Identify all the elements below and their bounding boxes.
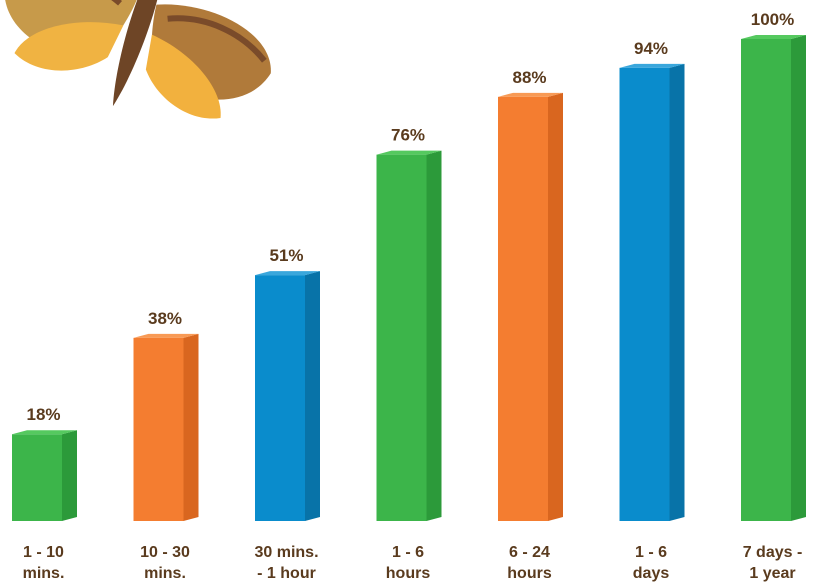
bar-4 [376, 150, 442, 521]
category-label-5-line-1: 6 - 24 [509, 544, 550, 561]
value-label-6: 94% [634, 39, 668, 58]
bar-side [669, 63, 685, 522]
bar-front [741, 39, 791, 521]
bar-5 [498, 92, 563, 521]
bar-front [12, 434, 62, 521]
category-label-1-line-2: mins. [23, 565, 65, 582]
category-label-2-line-1: 10 - 30 [140, 544, 190, 561]
value-label-4: 76% [391, 126, 425, 145]
value-label-5: 88% [512, 68, 546, 87]
bar-top [133, 333, 199, 338]
bar-top [12, 430, 77, 435]
moth-icon [4, 0, 271, 119]
value-label-3: 51% [269, 246, 303, 265]
category-label-4-line-1: 1 - 6 [392, 544, 424, 561]
bar-front [133, 337, 184, 521]
bar-top [741, 35, 806, 39]
bar-7 [741, 35, 806, 521]
category-label-1-line-1: 1 - 10 [23, 544, 64, 561]
category-label-3-line-2: - 1 hour [257, 565, 316, 582]
bar-top [255, 271, 320, 276]
bar-1 [12, 430, 77, 521]
value-label-2: 38% [148, 309, 182, 328]
category-label-5-line-2: hours [507, 565, 552, 582]
bar-side [791, 35, 806, 521]
bar-top [376, 150, 442, 155]
value-labels-group: 18% 38% 51% 76% 88% 94% 100% [26, 10, 794, 424]
category-label-2-line-2: mins. [144, 565, 186, 582]
value-label-7: 100% [751, 10, 794, 29]
category-label-6-line-2: days [633, 565, 670, 582]
bar-top [619, 63, 685, 68]
bar-front [255, 275, 305, 521]
bar-side [426, 150, 442, 521]
bars-group [12, 35, 806, 522]
bar-3 [255, 271, 320, 521]
bar-front [376, 154, 427, 521]
bar-front [619, 67, 670, 522]
bar-side [183, 333, 199, 521]
bar-side [548, 92, 563, 521]
bar-top [498, 92, 563, 97]
bar-side [305, 271, 320, 521]
value-label-1: 18% [26, 405, 60, 424]
bar-side [62, 430, 77, 521]
category-label-6-line-1: 1 - 6 [635, 544, 667, 561]
category-label-3-line-1: 30 mins. [254, 544, 318, 561]
category-label-7-line-2: 1 year [749, 565, 795, 582]
category-labels-group: 1 - 10 mins. 10 - 30 mins. 30 mins. - 1 hour 1… [23, 544, 803, 582]
category-label-7-line-1: 7 days - [743, 544, 803, 561]
category-label-4-line-2: hours [386, 565, 431, 582]
bar-2 [133, 333, 199, 521]
bar-6 [619, 63, 685, 522]
bar-front [498, 96, 548, 521]
